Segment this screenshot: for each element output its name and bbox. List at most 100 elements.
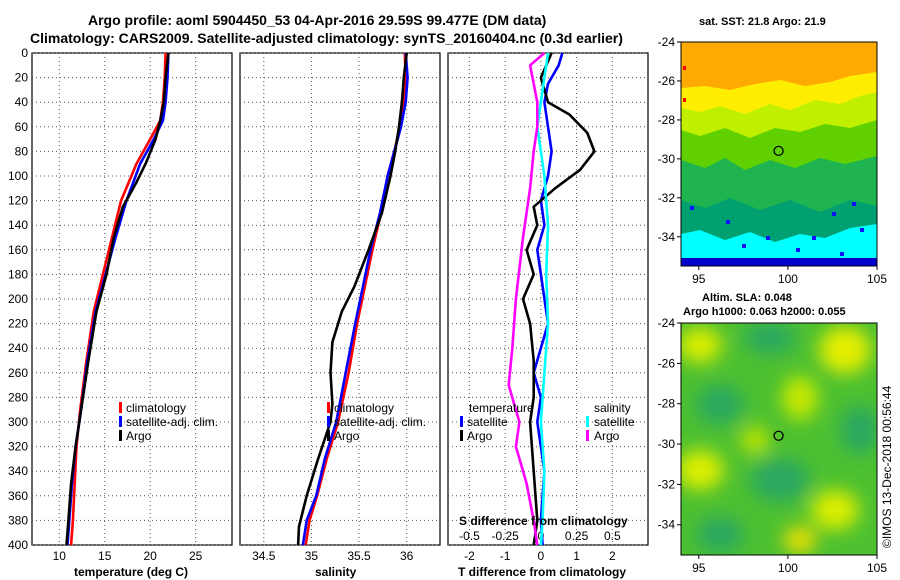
legend-swatch-argo: [119, 430, 122, 441]
series-satellite-adj-clim-: [301, 52, 409, 546]
s-diff-tick: -0.5: [459, 529, 480, 543]
title-line-1: Argo profile: aoml 5904450_53 04-Apr-201…: [88, 12, 546, 28]
lat-tick: -30: [658, 152, 676, 166]
lat-tick: -26: [658, 74, 676, 88]
lat-tick: -28: [658, 113, 676, 127]
sla-heatmap: [681, 323, 877, 555]
sst-map-axes: -24 -26 -28 -30 -32 -34 95 100 105: [658, 35, 888, 286]
sst-deep-blue-strip: [681, 258, 877, 266]
x-tick-labels: 10 15 20 25 34.5 35 35.5 36 -2 -1 0 1 2-0.5 -0.25 0 0.2…: [53, 529, 621, 563]
lat-tick: -24: [658, 35, 676, 49]
depth-tick: 160: [8, 243, 28, 257]
sla-map-frame: [680, 322, 878, 556]
imos-credit: ©IMOS 13-Dec-2018 00:56:44: [880, 385, 894, 548]
legend-swatch-climatology: [119, 402, 122, 413]
series-satellite-adj-clim-: [66, 52, 170, 546]
sst-heatmap: [681, 42, 877, 266]
sst-cloud-pixels: [690, 202, 864, 256]
depth-tick: 80: [15, 144, 29, 158]
sst-map-title: sat. SST: 21.8 Argo: 21.9: [699, 16, 826, 28]
depth-tick: 260: [8, 366, 28, 380]
legend-salinity-title: salinity: [594, 401, 631, 415]
x-tick: 25: [189, 549, 203, 563]
sla-map-title: Altim. SLA: 0.048: [702, 292, 792, 304]
x-tick: 10: [53, 549, 67, 563]
lat-tick: -24: [658, 316, 676, 330]
legend-climatology: climatology: [334, 401, 394, 415]
x-tick: 35: [305, 549, 319, 563]
legend-swatch-argo: [327, 430, 330, 441]
depth-tick: 280: [8, 390, 28, 404]
x-tick: 35.5: [347, 549, 371, 563]
legend-satellite-adj: satellite-adj. clim.: [334, 415, 426, 429]
title-line-2: Climatology: CARS2009. Satellite-adjuste…: [30, 30, 623, 46]
legend-s-argo: Argo: [594, 429, 620, 443]
s-diff-tick: -0.25: [491, 529, 519, 543]
depth-tick: 340: [8, 464, 28, 478]
sst-cyan-band: [681, 224, 877, 266]
lon-tick: 95: [692, 272, 706, 286]
depth-tick: 380: [8, 513, 28, 527]
legend-swatch-satellite: [119, 416, 122, 427]
gridlines: [32, 52, 648, 546]
x-tick: 1: [573, 549, 580, 563]
depth-tick: 20: [15, 71, 29, 85]
depth-tick: 240: [8, 341, 28, 355]
salinity-legend: climatology satellite-adj. clim. Argo: [327, 401, 426, 443]
depth-tick: 360: [8, 489, 28, 503]
sst-map-frame: [680, 41, 878, 267]
lon-tick: 95: [692, 561, 706, 575]
t-difference-xlabel: T difference from climatology: [458, 565, 626, 579]
series-t-satellite: [532, 52, 564, 546]
x-tick: -1: [500, 549, 511, 563]
series-t-argo: [521, 52, 596, 546]
series-s-argo: [507, 52, 546, 546]
depth-tick: 220: [8, 317, 28, 331]
depth-tick: 140: [8, 218, 28, 232]
lon-tick: 100: [778, 272, 798, 286]
lat-tick: -34: [658, 230, 676, 244]
x-tick: 2: [609, 549, 616, 563]
s-diff-tick: 0.25: [565, 529, 589, 543]
legend-satellite-adj: satellite-adj. clim.: [126, 415, 218, 429]
sla-map-subtitle: Argo h1000: 0.063 h2000: 0.055: [683, 306, 846, 318]
legend-t-satellite: satellite: [467, 415, 508, 429]
series-argo: [296, 52, 408, 546]
depth-tick: 320: [8, 440, 28, 454]
depth-tick-labels: 0 20 40 60 80 100 120 140 160 180 200 220 240 260 280 3…: [8, 46, 28, 552]
legend-swatch-s-satellite: [586, 416, 589, 427]
sst-red-pixel: [683, 66, 686, 70]
legend-s-satellite: satellite: [594, 415, 635, 429]
legend-temperature-title: temperature: [469, 401, 534, 415]
legend-swatch-s-argo: [586, 430, 589, 441]
difference-legend: temperature satellite Argo salinity sate…: [460, 401, 635, 443]
argo-location-marker: [773, 430, 784, 441]
depth-tick: 0: [21, 46, 28, 60]
series-argo: [65, 52, 170, 546]
lat-tick: -34: [658, 518, 676, 532]
depth-tick: 180: [8, 267, 28, 281]
profile-series: [65, 52, 596, 546]
series-s-satellite: [535, 52, 550, 546]
x-tick: 34.5: [252, 549, 276, 563]
legend-swatch-t-satellite: [460, 416, 463, 427]
sla-map-axes: -24 -26 -28 -30 -32 -34 95 100 105: [658, 316, 888, 575]
salinity-xlabel: salinity: [315, 565, 357, 579]
lon-tick: 105: [867, 272, 887, 286]
legend-t-argo: Argo: [467, 429, 493, 443]
depth-tick: 200: [8, 292, 28, 306]
s-diff-tick: 0.5: [604, 529, 621, 543]
lon-tick: 100: [778, 561, 798, 575]
lat-tick: -32: [658, 477, 676, 491]
temperature-legend: climatology satellite-adj. clim. Argo: [119, 401, 218, 443]
x-tick: 15: [98, 549, 112, 563]
lat-tick: -32: [658, 191, 676, 205]
lat-tick: -30: [658, 437, 676, 451]
sst-red-pixel: [683, 98, 686, 102]
series-climatology: [69, 52, 167, 546]
legend-climatology: climatology: [126, 401, 186, 415]
temperature-xlabel: temperature (deg C): [74, 565, 188, 579]
s-difference-xlabel: S difference from climatology: [459, 514, 628, 528]
lat-tick: -26: [658, 356, 676, 370]
